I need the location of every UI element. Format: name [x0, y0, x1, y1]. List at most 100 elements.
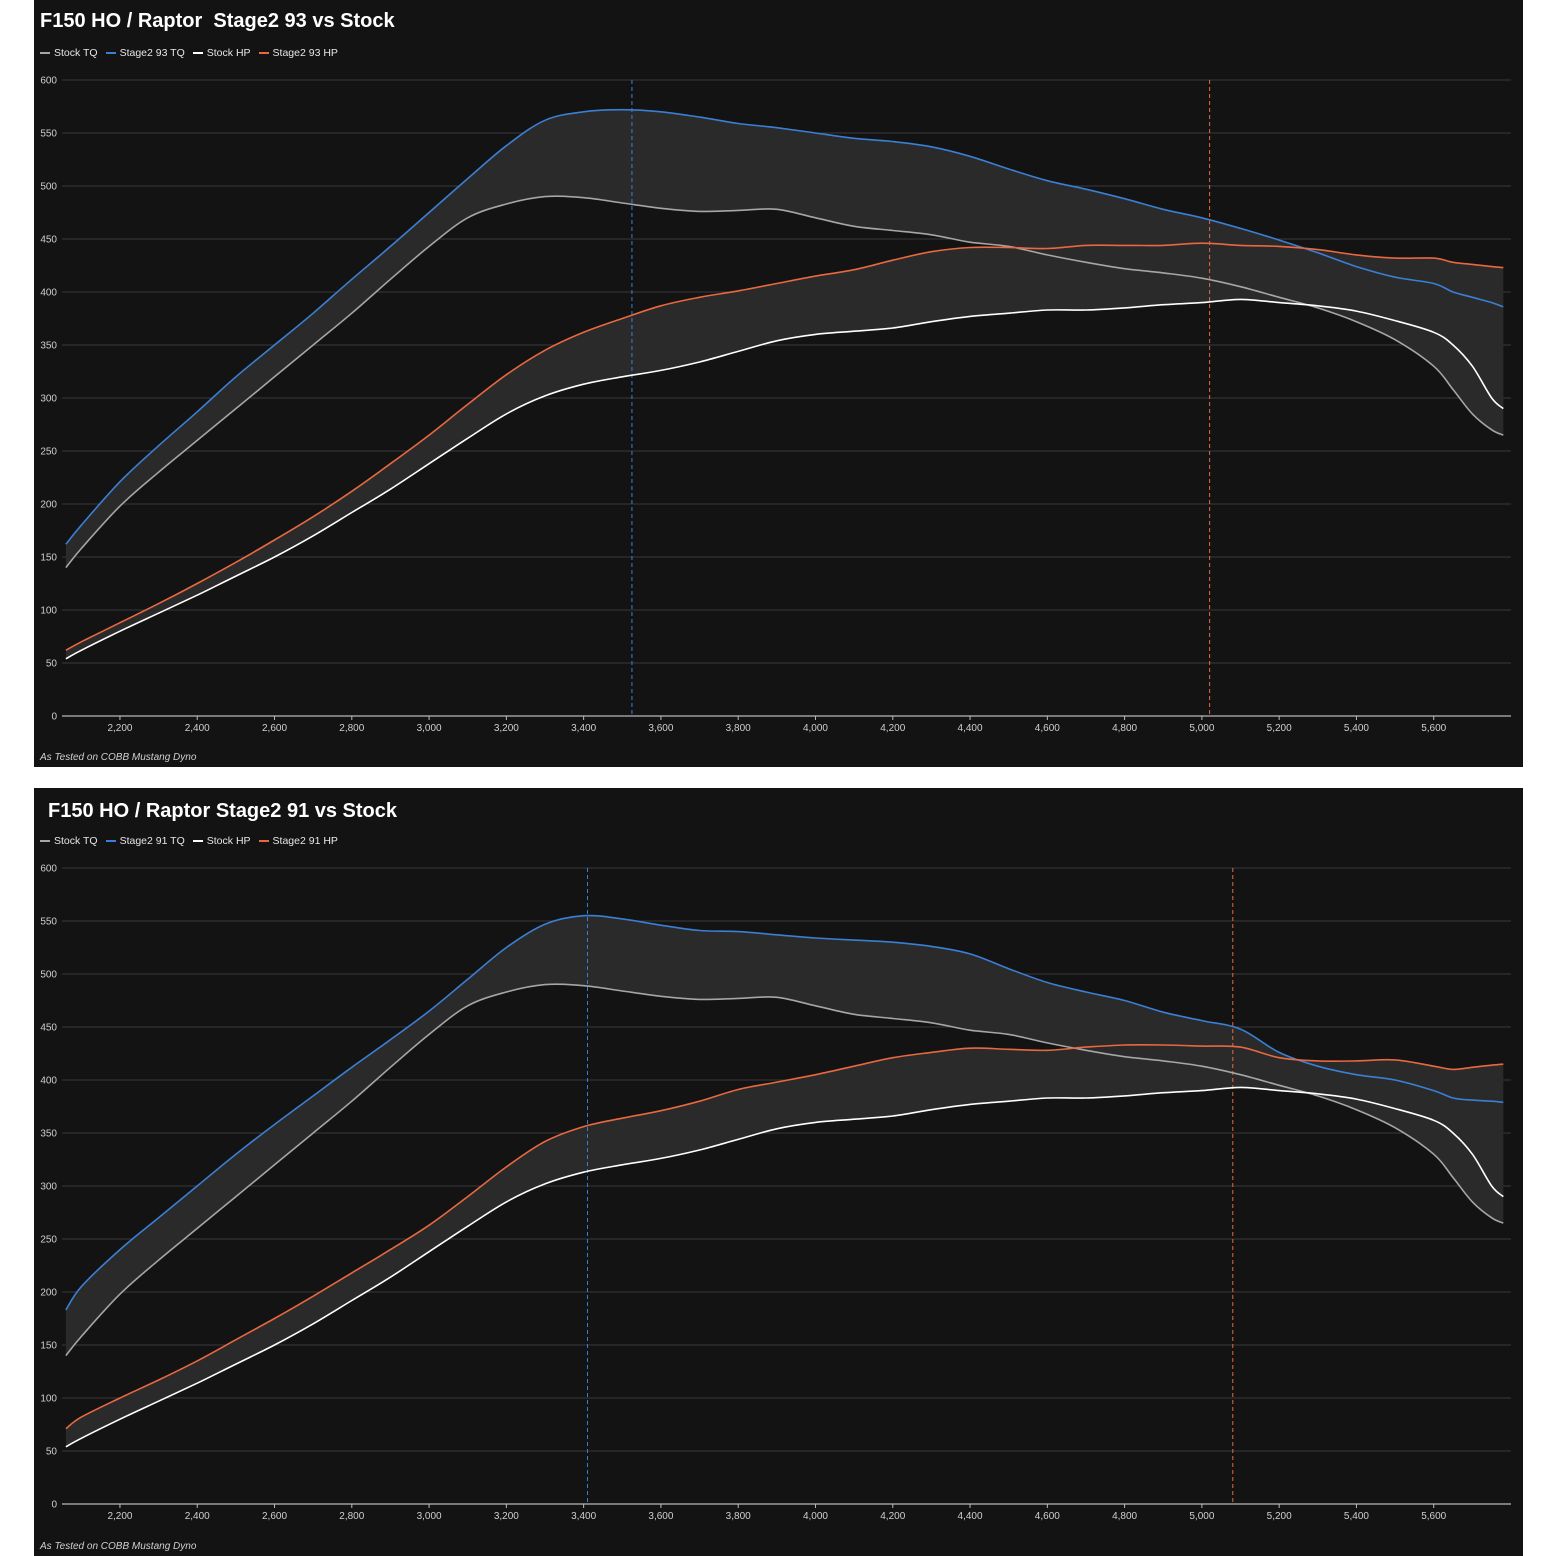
x-tick-label: 4,200: [880, 1511, 905, 1522]
y-tick-label: 200: [40, 1288, 57, 1299]
difference-band: [65, 109, 1504, 568]
series-line: [65, 108, 1504, 545]
x-tick-label: 2,800: [339, 1511, 364, 1522]
y-tick-label: 400: [40, 1076, 57, 1087]
y-tick-label: 450: [40, 1023, 57, 1034]
chart-title: F150 HO / Raptor Stage2 91 vs Stock: [48, 800, 398, 822]
chart-legend: Stock TQ Stage2 91 TQ Stock HP Stage2 91 HP: [40, 835, 346, 847]
series-line: [65, 195, 1504, 569]
legend-swatch: [192, 840, 203, 842]
x-tick-label: 3,000: [417, 723, 442, 734]
series-line: [65, 242, 1504, 651]
x-tick-label: 4,800: [1112, 1511, 1137, 1522]
x-tick-label: 2,400: [185, 1511, 210, 1522]
x-tick-label: 4,000: [803, 723, 828, 734]
series-line: [65, 914, 1504, 1311]
x-tick-label: 2,400: [185, 723, 210, 734]
x-tick-label: 4,600: [1035, 1511, 1060, 1522]
legend-item: Stage2 93 TQ: [105, 47, 185, 59]
legend-label: Stock TQ: [54, 47, 98, 59]
chart-svg-1: 0 50 100 150 200 250 300 350 400 450 500 550 600 2,20…: [40, 76, 1511, 734]
x-tick-label: 2,800: [339, 723, 364, 734]
x-tick-label: 5,000: [1189, 723, 1214, 734]
legend-swatch: [192, 52, 203, 54]
y-tick-label: 600: [40, 76, 57, 87]
legend-item: Stock TQ: [40, 835, 98, 847]
legend-label: Stage2 91 TQ: [119, 835, 185, 847]
legend-item: Stage2 91 HP: [258, 835, 338, 847]
difference-band: [65, 243, 1504, 659]
chart-legend: Stock TQ Stage2 93 TQ Stock HP Stage2 93 HP: [40, 47, 346, 59]
x-tick-label: 5,400: [1344, 1511, 1369, 1522]
x-tick-label: 3,800: [726, 1511, 751, 1522]
y-tick-label: 200: [40, 500, 57, 511]
x-tick-label: 5,400: [1344, 723, 1369, 734]
y-tick-label: 100: [40, 606, 57, 617]
x-tick-label: 2,200: [107, 1511, 132, 1522]
x-tick-label: 3,800: [726, 723, 751, 734]
series-line: [65, 983, 1504, 1357]
x-tick-label: 3,400: [571, 723, 596, 734]
y-tick-label: 300: [40, 394, 57, 405]
y-tick-label: 400: [40, 288, 57, 299]
y-tick-label: 150: [40, 553, 57, 564]
difference-band: [65, 915, 1504, 1356]
x-tick-label: 4,600: [1035, 723, 1060, 734]
x-tick-label: 4,400: [958, 1511, 983, 1522]
y-tick-label: 50: [46, 659, 58, 670]
y-tick-label: 350: [40, 341, 57, 352]
x-tick-label: 2,600: [262, 723, 287, 734]
y-tick-label: 500: [40, 970, 57, 981]
x-tick-label: 3,600: [648, 1511, 673, 1522]
legend-item: Stock HP: [192, 835, 251, 847]
series-line: [65, 1086, 1504, 1448]
x-tick-label: 3,200: [494, 723, 519, 734]
chart-footnote: As Tested on COBB Mustang Dyno: [40, 752, 197, 763]
legend-swatch: [40, 840, 50, 842]
legend-label: Stock HP: [206, 835, 251, 847]
x-tick-label: 4,200: [880, 723, 905, 734]
chart-svg-2: 0 50 100 150 200 250 300 350 400 450 500 550 600 2,20…: [40, 864, 1511, 1522]
y-tick-label: 550: [40, 129, 57, 140]
legend-item: Stock HP: [192, 47, 251, 59]
legend-swatch: [258, 840, 269, 842]
y-tick-label: 250: [40, 1235, 57, 1246]
y-tick-label: 450: [40, 235, 57, 246]
x-tick-label: 2,600: [262, 1511, 287, 1522]
chart-title: F150 HO / Raptor Stage2 93 vs Stock: [40, 10, 395, 32]
y-tick-label: 500: [40, 182, 57, 193]
x-tick-label: 5,600: [1421, 723, 1446, 734]
series-line: [65, 298, 1504, 660]
y-tick-label: 300: [40, 1182, 57, 1193]
y-tick-label: 0: [51, 712, 57, 723]
y-tick-label: 100: [40, 1394, 57, 1405]
x-tick-label: 5,200: [1267, 1511, 1292, 1522]
legend-swatch: [105, 52, 116, 54]
legend-item: Stage2 91 TQ: [105, 835, 185, 847]
x-tick-label: 3,000: [417, 1511, 442, 1522]
y-tick-label: 50: [46, 1447, 58, 1458]
y-tick-label: 150: [40, 1341, 57, 1352]
chart-footnote: As Tested on COBB Mustang Dyno: [40, 1541, 197, 1552]
y-tick-label: 250: [40, 447, 57, 458]
x-tick-label: 3,400: [571, 1511, 596, 1522]
y-tick-label: 0: [51, 1500, 57, 1511]
x-tick-label: 5,600: [1421, 1511, 1446, 1522]
chart-panel-2: 0 50 100 150 200 250 300 350 400 450 500 550 600 2,20…: [34, 788, 1523, 1556]
legend-label: Stage2 93 TQ: [119, 47, 185, 59]
legend-item: Stage2 93 HP: [258, 47, 338, 59]
difference-band: [65, 1044, 1504, 1447]
legend-label: Stage2 93 HP: [272, 47, 338, 59]
series-line: [65, 1044, 1504, 1430]
legend-label: Stage2 91 HP: [272, 835, 338, 847]
x-tick-label: 4,400: [958, 723, 983, 734]
chart-panel-1: 0 50 100 150 200 250 300 350 400 450 500 550 600 2,20…: [34, 0, 1523, 767]
x-tick-label: 4,800: [1112, 723, 1137, 734]
legend-swatch: [258, 52, 269, 54]
x-tick-label: 4,000: [803, 1511, 828, 1522]
legend-label: Stock HP: [206, 47, 251, 59]
x-tick-label: 2,200: [107, 723, 132, 734]
x-tick-label: 5,000: [1189, 1511, 1214, 1522]
legend-label: Stock TQ: [54, 835, 98, 847]
y-tick-label: 550: [40, 917, 57, 928]
